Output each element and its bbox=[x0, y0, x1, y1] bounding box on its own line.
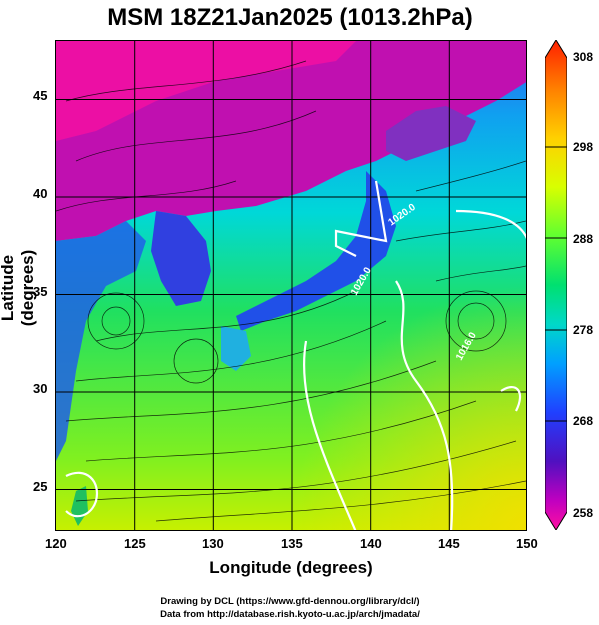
footer-credit-data: Data from http://database.rish.kyoto-u.a… bbox=[160, 609, 420, 620]
colorbar-label-308: 308 bbox=[573, 50, 594, 64]
korea-peninsula bbox=[151, 211, 211, 306]
footer-credit-drawing: Drawing by DCL (https://www.gfd-dennou.o… bbox=[160, 596, 420, 607]
x-tick-145: 145 bbox=[438, 536, 460, 551]
colorbar-label-298: 298 bbox=[573, 140, 594, 154]
x-axis-label: Longitude (degrees) bbox=[209, 558, 373, 577]
y-tick-35: 35 bbox=[33, 284, 48, 299]
colorbar-label-258: 258 bbox=[573, 506, 594, 520]
weather-map: 1020.0 1020.0 1016.0 bbox=[56, 41, 526, 530]
graticule bbox=[56, 41, 526, 530]
kyushu bbox=[221, 326, 251, 371]
y-tick-40: 40 bbox=[33, 186, 48, 201]
continent-coldest bbox=[56, 41, 356, 141]
colorbar-label-288: 288 bbox=[573, 232, 594, 246]
y-tick-45: 45 bbox=[33, 88, 48, 103]
x-tick-135: 135 bbox=[281, 536, 303, 551]
map-panel: 1020.0 1020.0 1016.0 bbox=[55, 40, 527, 531]
colorbar-gradient bbox=[545, 40, 567, 530]
china-coast bbox=[56, 221, 146, 461]
colorbar-ticks bbox=[545, 146, 567, 422]
colorbar-label-268: 268 bbox=[573, 414, 594, 428]
hokkaido bbox=[386, 106, 476, 161]
x-tick-140: 140 bbox=[360, 536, 382, 551]
y-tick-25: 25 bbox=[33, 479, 48, 494]
isobars bbox=[65, 180, 526, 530]
page-title: MSM 18Z21Jan2025 (1013.2hPa) bbox=[107, 4, 473, 31]
x-tick-125: 125 bbox=[124, 536, 146, 551]
colorbar bbox=[545, 40, 567, 530]
x-tick-150: 150 bbox=[516, 536, 538, 551]
x-tick-130: 130 bbox=[202, 536, 224, 551]
x-tick-120: 120 bbox=[45, 536, 67, 551]
colorbar-label-278: 278 bbox=[573, 323, 594, 337]
honshu bbox=[236, 171, 396, 331]
wind-streamlines bbox=[56, 60, 526, 522]
y-tick-30: 30 bbox=[33, 381, 48, 396]
